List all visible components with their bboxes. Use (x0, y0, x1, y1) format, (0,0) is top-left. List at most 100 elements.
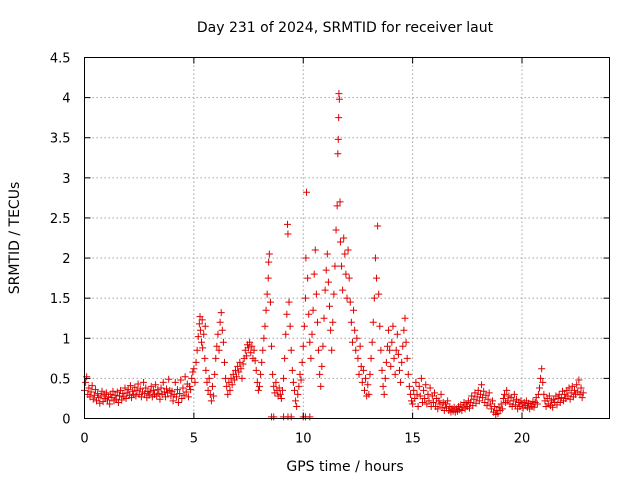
data-point (210, 392, 218, 400)
data-point (508, 402, 516, 410)
y-axis-label: SRMTID / TECUs (7, 182, 23, 295)
data-point (236, 358, 244, 366)
plot-frame (84, 57, 610, 419)
data-point (362, 374, 370, 382)
data-point (424, 390, 432, 398)
data-point (304, 274, 312, 282)
data-point (366, 370, 374, 378)
y-tick-label: 0 (62, 413, 70, 428)
data-point (270, 413, 278, 421)
data-point (192, 358, 200, 366)
data-point (300, 322, 308, 330)
data-point (215, 346, 223, 354)
y-tick-labels: 0 0.5 1 1.5 2 2.5 3 3.5 4 4.5 (50, 52, 71, 428)
data-point (289, 378, 297, 386)
data-point (538, 365, 546, 373)
data-point (201, 354, 209, 362)
y-tick-label: 1 (62, 332, 70, 347)
data-point (545, 392, 553, 400)
data-point (246, 338, 254, 346)
data-point (328, 346, 336, 354)
data-point (282, 330, 290, 338)
data-point (157, 384, 165, 392)
data-point (176, 390, 184, 398)
data-point (278, 386, 286, 394)
data-point (499, 394, 507, 402)
data-point (248, 342, 256, 350)
data-point (239, 360, 247, 368)
data-point (156, 395, 164, 403)
y-tick-label: 0.5 (50, 372, 71, 387)
data-point (539, 378, 547, 386)
data-point (284, 230, 292, 238)
data-point (335, 114, 343, 122)
data-point (298, 358, 306, 366)
data-point (287, 346, 295, 354)
data-point (191, 378, 199, 386)
data-point (212, 354, 220, 362)
data-point (91, 386, 99, 394)
data-point (256, 382, 263, 390)
data-point (313, 318, 321, 326)
data-point (579, 389, 587, 397)
data-point (283, 310, 291, 318)
data-point (293, 402, 301, 410)
data-point (167, 392, 175, 400)
data-point (263, 290, 271, 298)
data-point (370, 294, 378, 302)
data-point (411, 394, 419, 402)
data-point (367, 354, 375, 362)
data-point (184, 393, 192, 401)
data-point (375, 290, 383, 298)
data-point (396, 366, 403, 374)
data-point (179, 384, 187, 392)
data-point (402, 338, 410, 346)
data-point (258, 358, 266, 366)
data-point (206, 390, 214, 398)
data-point (488, 397, 496, 405)
data-point (383, 342, 391, 350)
data-point (295, 382, 303, 390)
data-point (307, 354, 315, 362)
data-point (254, 386, 262, 394)
data-point (426, 384, 434, 392)
data-point (285, 298, 293, 306)
data-point (228, 381, 236, 389)
data-point (334, 150, 342, 158)
data-point (190, 365, 198, 373)
data-point (213, 342, 221, 350)
data-point (292, 397, 300, 405)
y-tick-label: 2 (62, 252, 70, 267)
data-point (272, 378, 280, 386)
data-point (204, 386, 212, 394)
data-point (404, 370, 412, 378)
y-tick-label: 4 (62, 92, 70, 107)
data-point (346, 298, 354, 306)
data-point (106, 400, 114, 408)
data-point (339, 286, 347, 294)
chart-title: Day 231 of 2024, SRMTID for receiver lau… (197, 20, 494, 36)
data-point (379, 382, 387, 390)
data-point (265, 250, 273, 258)
y-tick-label: 4.5 (50, 52, 71, 67)
data-point (501, 390, 508, 398)
data-point (369, 318, 377, 326)
data-point (416, 392, 424, 400)
data-point (386, 346, 394, 354)
data-point (253, 378, 261, 386)
data-point (420, 386, 428, 394)
data-point (571, 386, 578, 394)
data-point (391, 370, 399, 378)
data-point (102, 389, 110, 397)
data-point (536, 384, 543, 392)
data-point (297, 376, 305, 384)
x-axis-label: GPS time / hours (286, 459, 403, 475)
data-point (203, 378, 211, 386)
data-point (96, 399, 104, 407)
data-point (259, 346, 267, 354)
data-point (474, 386, 482, 394)
data-point (578, 394, 586, 402)
data-point (173, 386, 181, 394)
data-point (188, 374, 196, 382)
